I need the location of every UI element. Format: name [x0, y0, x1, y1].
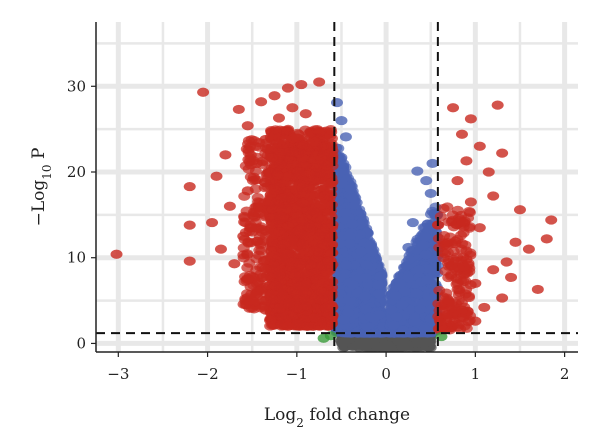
data-point	[426, 158, 439, 169]
data-point	[319, 149, 332, 160]
data-point	[402, 273, 415, 283]
data-point	[382, 341, 395, 352]
data-point	[410, 288, 423, 298]
data-point	[346, 219, 359, 229]
data-point	[411, 166, 424, 176]
data-point	[359, 273, 372, 283]
data-point	[374, 271, 387, 281]
data-point	[387, 320, 400, 331]
data-point	[424, 188, 437, 199]
data-point	[364, 312, 377, 322]
data-point	[396, 299, 409, 310]
data-point	[340, 260, 353, 270]
data-point	[317, 278, 330, 288]
data-point	[337, 315, 350, 325]
data-point	[414, 304, 427, 314]
data-point	[309, 137, 322, 147]
data-point	[311, 124, 324, 135]
data-point	[345, 193, 358, 203]
data-point	[343, 238, 356, 249]
data-point	[407, 326, 420, 337]
data-point	[372, 280, 385, 290]
data-point	[418, 324, 431, 334]
data-point	[402, 340, 415, 350]
data-point	[412, 265, 425, 275]
data-point	[331, 97, 343, 108]
data-point	[402, 255, 415, 265]
data-point	[390, 312, 403, 322]
data-point	[273, 125, 286, 135]
data-point	[346, 280, 359, 290]
data-point	[420, 175, 433, 186]
data-point	[418, 231, 431, 242]
data-point	[339, 208, 352, 218]
series-significant-p-only	[328, 97, 444, 338]
data-point	[311, 243, 324, 253]
data-point	[406, 217, 419, 228]
data-point	[319, 303, 332, 313]
data-point	[325, 248, 338, 258]
data-point	[359, 291, 372, 301]
data-point	[370, 341, 383, 352]
data-point	[310, 208, 323, 218]
data-point	[389, 291, 402, 301]
data-point	[325, 178, 338, 188]
data-point	[421, 336, 434, 346]
data-points	[110, 77, 558, 353]
data-point	[335, 115, 348, 126]
data-point	[421, 275, 434, 285]
data-point	[402, 242, 415, 253]
data-point	[325, 200, 338, 210]
data-point	[357, 338, 370, 348]
data-point	[339, 132, 352, 142]
data-point	[314, 286, 327, 296]
data-point	[364, 240, 377, 250]
data-point	[360, 260, 373, 270]
data-point	[417, 240, 430, 250]
